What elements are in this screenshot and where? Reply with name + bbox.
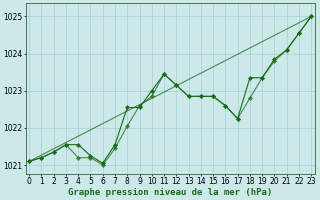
X-axis label: Graphe pression niveau de la mer (hPa): Graphe pression niveau de la mer (hPa) <box>68 188 272 197</box>
